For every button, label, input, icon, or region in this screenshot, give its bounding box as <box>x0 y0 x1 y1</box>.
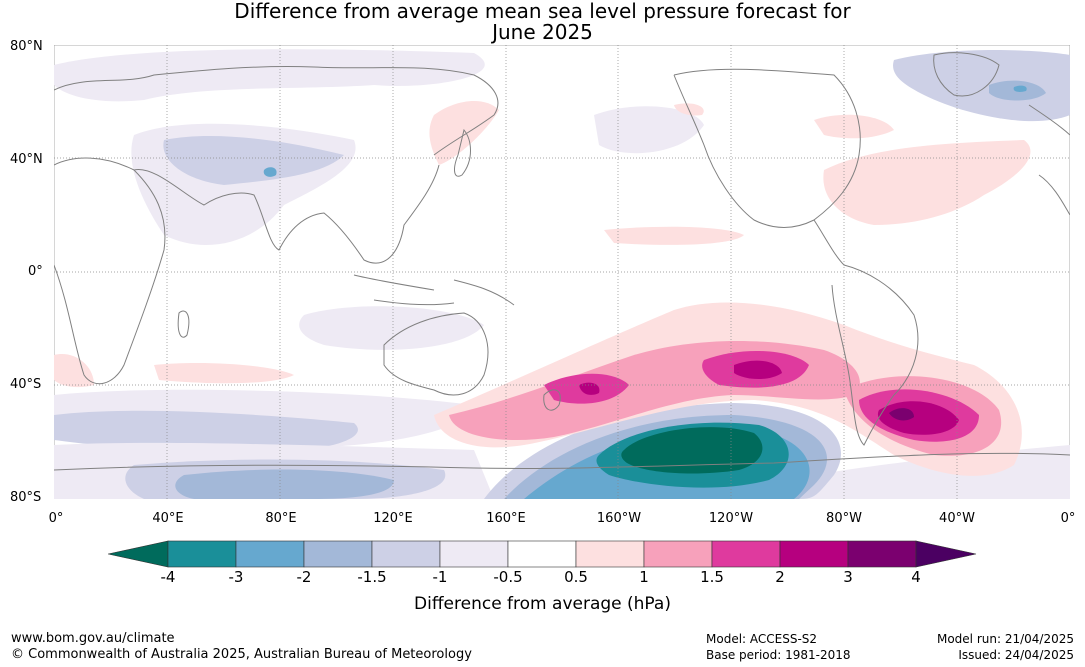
colorbar-cell <box>439 540 509 568</box>
lat-label-80n: 80°N <box>10 39 43 54</box>
model-run-text: Model run: 21/04/2025 <box>936 632 1074 646</box>
colorbar-cell <box>779 540 849 568</box>
lon-label-0-right: 0° <box>1060 511 1076 526</box>
lat-label-40n: 40°N <box>10 152 43 167</box>
map-title-line1: Difference from average mean sea level p… <box>234 0 851 23</box>
positive-anomaly-fills <box>54 100 1031 476</box>
colorbar-cell <box>847 540 917 568</box>
website-text: www.bom.gov.au/climate <box>11 631 175 646</box>
colorbar-tick-label: 3 <box>843 568 853 586</box>
lon-label-120w: 120°W <box>708 511 754 526</box>
model-text: Model: ACCESS-S2 <box>706 632 818 646</box>
graticule <box>54 45 1070 499</box>
lon-label-80e: 80°E <box>265 511 297 526</box>
colorbar-cell <box>235 540 305 568</box>
colorbar-cell <box>575 540 645 568</box>
lat-label-equator: 0° <box>28 264 43 279</box>
colorbar-label: Difference from average (hPa) <box>414 594 671 614</box>
colorbar-tick-label: -1 <box>432 568 448 586</box>
lon-label-160w: 160°W <box>596 511 642 526</box>
negative-anomaly-fills <box>54 49 1070 499</box>
base-period-text: Base period: 1981-2018 <box>706 648 851 662</box>
lon-label-120e: 120°E <box>373 511 413 526</box>
lon-label-160e: 160°E <box>486 511 526 526</box>
colorbar-cell <box>711 540 781 568</box>
colorbar-cell <box>507 540 577 568</box>
colorbar-tick-label: 1.5 <box>700 568 724 586</box>
pressure-anomaly-map <box>54 45 1070 499</box>
colorbar-tick-label: -1.5 <box>357 568 387 586</box>
lon-label-80w: 80°W <box>826 511 862 526</box>
colorbar-cell <box>303 540 373 568</box>
lat-label-80s: 80°S <box>10 490 42 505</box>
lon-label-40e: 40°E <box>152 511 184 526</box>
copyright-text: © Commonwealth of Australia 2025, Austra… <box>11 647 472 662</box>
coastlines <box>54 52 1070 471</box>
lon-label-0: 0° <box>48 511 64 526</box>
map-title-line2: June 2025 <box>492 20 593 44</box>
issued-text: Issued: 24/04/2025 <box>958 648 1074 662</box>
colorbar-cells <box>108 540 977 568</box>
colorbar-tick-label: -4 <box>160 568 176 586</box>
lon-label-40w: 40°W <box>939 511 975 526</box>
colorbar-tick-label: -0.5 <box>493 568 523 586</box>
colorbar-tick-label: 2 <box>775 568 785 586</box>
lat-label-40s: 40°S <box>10 377 42 392</box>
colorbar <box>108 540 977 568</box>
colorbar-tick-label: 0.5 <box>564 568 588 586</box>
colorbar-extend-high <box>915 540 977 568</box>
colorbar-tick-label: -3 <box>228 568 244 586</box>
colorbar-cell <box>167 540 237 568</box>
colorbar-tick-label: -2 <box>296 568 312 586</box>
colorbar-cell <box>643 540 713 568</box>
colorbar-extend-low <box>108 540 169 568</box>
colorbar-cell <box>371 540 441 568</box>
colorbar-tick-label: 1 <box>639 568 649 586</box>
colorbar-tick-label: 4 <box>911 568 921 586</box>
